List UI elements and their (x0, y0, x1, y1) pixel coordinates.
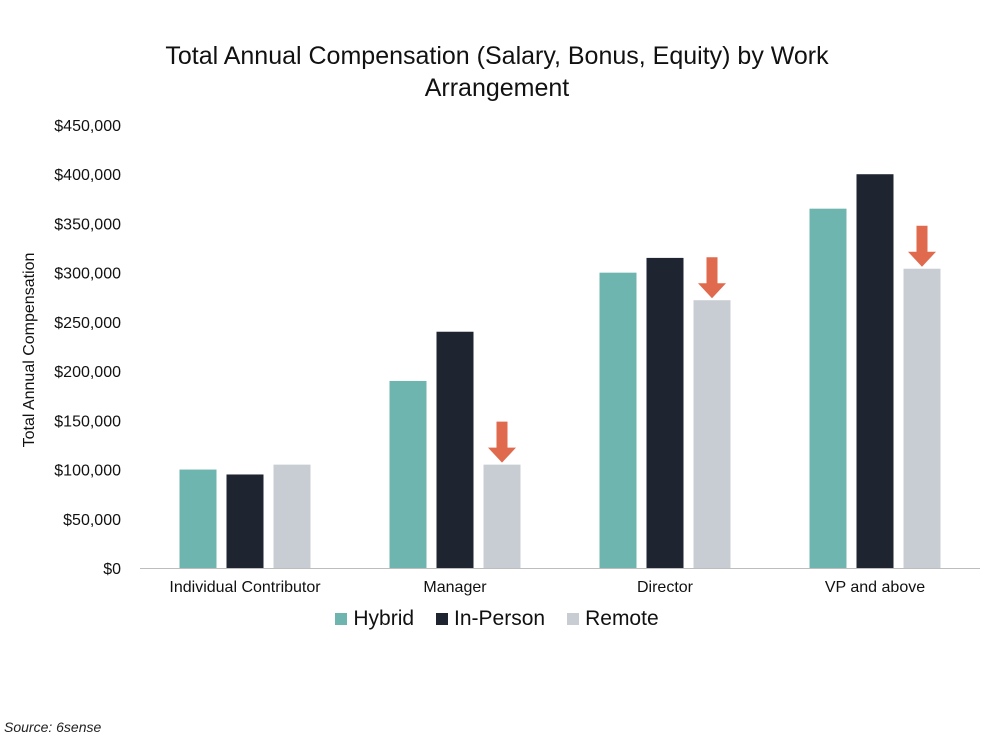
chart-title-line-1: Total Annual Compensation (Salary, Bonus… (165, 42, 829, 70)
bar-in-person-manager (436, 331, 474, 568)
bar-remote-manager (483, 464, 521, 568)
y-tick-label: $200,000 (54, 364, 121, 381)
legend-item: Remote (567, 607, 659, 631)
bar-remote-individual-contributor (273, 464, 311, 568)
bar-hybrid-manager (389, 380, 427, 568)
legend-swatch (436, 613, 449, 625)
y-tick-label: $0 (103, 561, 121, 578)
y-tick-label: $50,000 (63, 512, 121, 529)
x-tick-label: Director (637, 579, 694, 596)
y-tick-label: $300,000 (54, 266, 121, 283)
y-tick-label: $100,000 (54, 463, 121, 480)
source-note: Source: 6sense (4, 719, 102, 735)
bar-hybrid-vp-and-above (809, 208, 847, 568)
bar-in-person-director (646, 257, 684, 568)
legend-label: Remote (585, 607, 659, 630)
legend-label: Hybrid (353, 607, 415, 630)
legend-swatch (567, 613, 580, 625)
y-tick-label: $250,000 (54, 315, 121, 332)
bar-in-person-individual-contributor (226, 474, 264, 568)
legend-item: In-Person (436, 607, 545, 631)
bar-remote-vp-and-above (903, 268, 941, 568)
x-tick-label: Manager (423, 579, 487, 596)
bar-remote-director (693, 300, 731, 568)
bar-hybrid-individual-contributor (179, 469, 217, 568)
legend: Hybrid In-Person Remote (0, 607, 994, 631)
chart-title-line-2: Arrangement (424, 74, 570, 102)
legend-item: Hybrid (335, 607, 414, 631)
y-tick-label: $400,000 (54, 167, 121, 184)
bar-in-person-vp-and-above (856, 174, 894, 568)
down-arrow-icon (908, 225, 936, 267)
legend-swatch (335, 613, 348, 625)
x-tick-label: VP and above (825, 579, 925, 596)
down-arrow-icon (698, 257, 726, 299)
legend-label: In-Person (454, 607, 546, 630)
y-tick-label: $350,000 (54, 216, 121, 233)
down-arrow-icon (488, 421, 516, 463)
bar-hybrid-director (599, 272, 637, 568)
y-tick-label: $450,000 (54, 118, 121, 135)
y-tick-label: $150,000 (54, 413, 121, 430)
x-tick-label: Individual Contributor (169, 579, 321, 596)
